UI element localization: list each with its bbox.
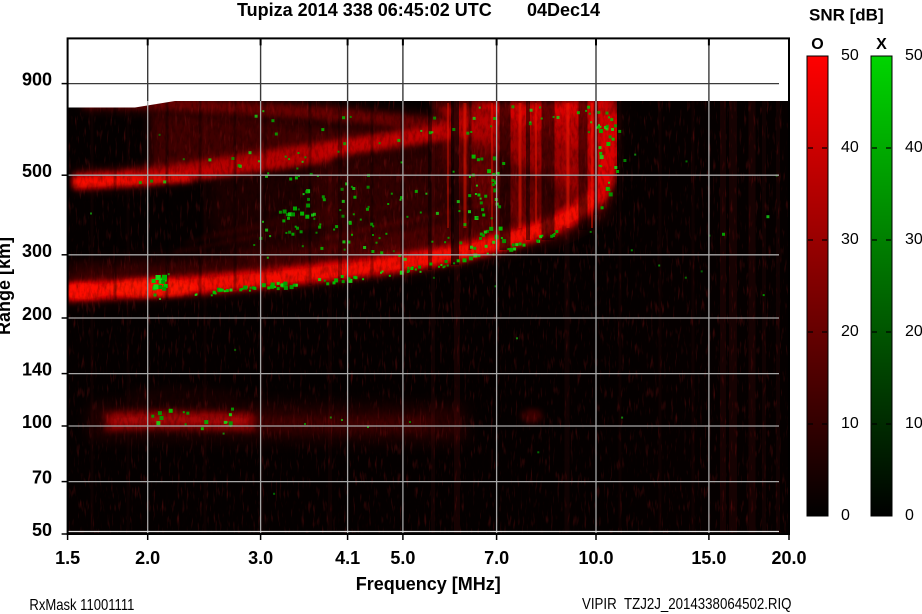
svg-text:2.0: 2.0 [135,548,160,568]
svg-text:Frequency [MHz]: Frequency [MHz] [356,574,501,594]
svg-text:140: 140 [22,360,52,380]
svg-text:04Dec14: 04Dec14 [527,0,600,20]
svg-text:900: 900 [22,70,52,90]
svg-text:50: 50 [905,47,922,64]
svg-text:10: 10 [905,415,922,432]
svg-text:7.0: 7.0 [484,548,509,568]
svg-text:10: 10 [841,415,859,432]
svg-text:40: 40 [841,139,859,156]
svg-text:SNR [dB]: SNR [dB] [809,6,884,25]
svg-text:20.0: 20.0 [771,548,806,568]
svg-text:100: 100 [22,412,52,432]
svg-text:X: X [876,36,887,53]
svg-text:500: 500 [22,161,52,181]
svg-text:200: 200 [22,304,52,324]
svg-text:50: 50 [841,47,859,64]
svg-text:O: O [811,36,823,53]
svg-text:4.1: 4.1 [335,548,360,568]
svg-text:50: 50 [32,520,52,540]
svg-text:RxMask 11001111: RxMask 11001111 [29,597,134,614]
svg-text:40: 40 [905,139,922,156]
svg-text:VIPIR TZJ2J_2014338064502.RIQ: VIPIR TZJ2J_2014338064502.RIQ [582,596,792,613]
svg-text:30: 30 [841,231,859,248]
svg-text:30: 30 [905,231,922,248]
svg-text:10.0: 10.0 [578,548,613,568]
svg-text:0: 0 [905,507,914,524]
svg-text:0: 0 [841,507,850,524]
svg-text:Tupiza 2014 338 06:45:02 UTC: Tupiza 2014 338 06:45:02 UTC [237,0,492,20]
svg-text:15.0: 15.0 [691,548,726,568]
svg-text:20: 20 [905,323,922,340]
svg-text:5.0: 5.0 [390,548,415,568]
svg-text:20: 20 [841,323,859,340]
svg-text:1.5: 1.5 [55,548,80,568]
svg-text:300: 300 [22,241,52,261]
svg-text:3.0: 3.0 [248,548,273,568]
svg-text:Range [km]: Range [km] [0,237,14,335]
svg-text:70: 70 [32,468,52,488]
